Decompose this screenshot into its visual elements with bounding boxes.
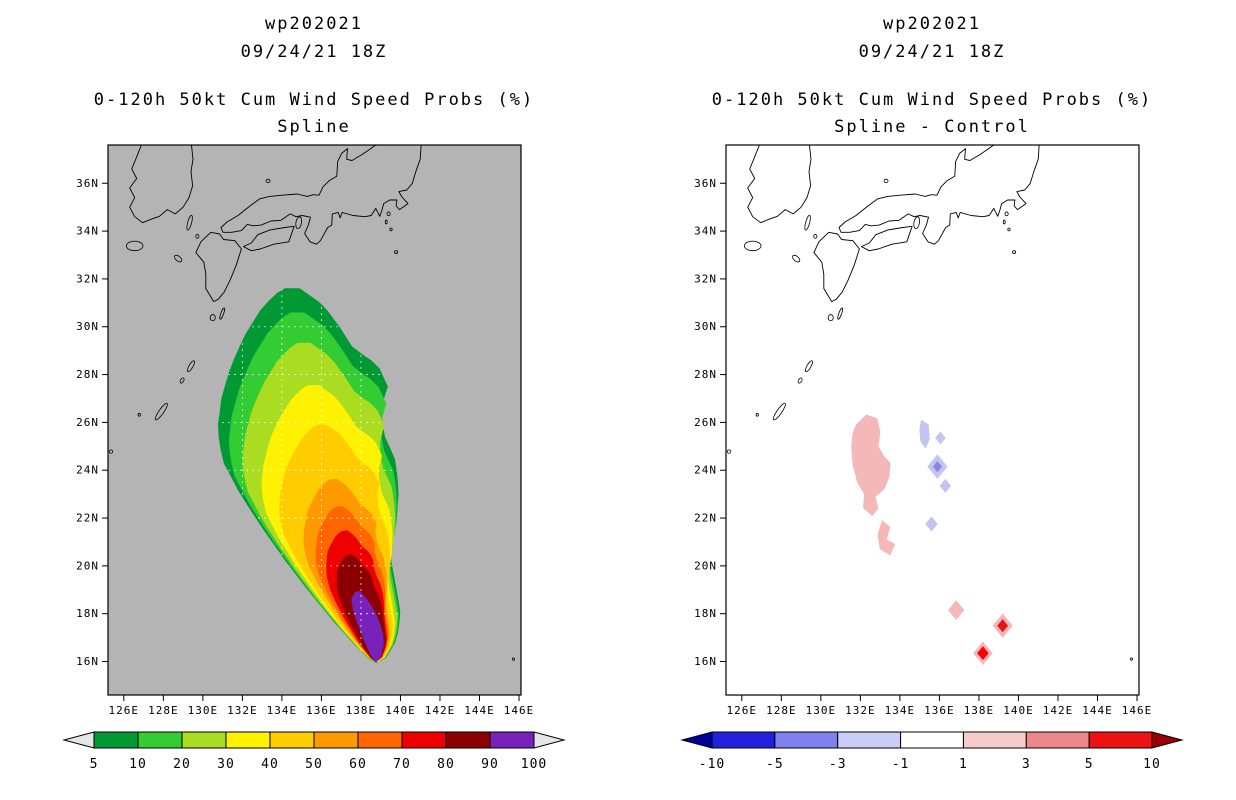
svg-text:20N: 20N	[694, 559, 717, 572]
svg-text:144E: 144E	[1082, 704, 1113, 717]
svg-text:70: 70	[393, 757, 411, 772]
svg-text:144E: 144E	[464, 704, 495, 717]
svg-text:28N: 28N	[76, 368, 99, 381]
svg-text:128E: 128E	[148, 704, 179, 717]
svg-text:-3: -3	[829, 757, 847, 772]
right-datetime: 09/24/21 18Z	[858, 42, 1006, 62]
svg-text:36N: 36N	[76, 177, 99, 190]
svg-text:10: 10	[129, 757, 147, 772]
svg-text:1: 1	[959, 757, 968, 772]
svg-text:22N: 22N	[76, 512, 99, 525]
svg-text:20N: 20N	[76, 559, 99, 572]
svg-text:40: 40	[261, 757, 279, 772]
svg-text:10: 10	[1143, 757, 1161, 772]
svg-text:20: 20	[173, 757, 191, 772]
svg-text:60: 60	[349, 757, 367, 772]
svg-text:30N: 30N	[694, 320, 717, 333]
svg-text:-1: -1	[892, 757, 910, 772]
svg-text:26N: 26N	[694, 416, 717, 429]
svg-text:30: 30	[217, 757, 235, 772]
svg-text:18N: 18N	[76, 607, 99, 620]
left-panel-spline: wp202021 09/24/21 18Z 0-120h 50kt Cum Wi…	[62, 14, 566, 772]
svg-text:5: 5	[90, 757, 99, 772]
svg-text:130E: 130E	[806, 704, 837, 717]
left-probability-map: 36N 34N 32N 30N 28N 26N 24N 22N 20N 18N 16N 126E 128…	[76, 144, 535, 717]
svg-text:16N: 16N	[76, 655, 99, 668]
right-title-sub: Spline - Control	[834, 117, 1030, 137]
left-datetime: 09/24/21 18Z	[240, 42, 388, 62]
left-title-sub: Spline	[277, 117, 351, 137]
left-title-main: 0-120h 50kt Cum Wind Speed Probs (%)	[93, 90, 535, 110]
svg-text:5: 5	[1085, 757, 1094, 772]
svg-text:134E: 134E	[885, 704, 916, 717]
svg-text:24N: 24N	[694, 464, 717, 477]
svg-text:134E: 134E	[267, 704, 298, 717]
left-storm-id: wp202021	[265, 14, 363, 34]
svg-text:136E: 136E	[924, 704, 955, 717]
svg-text:3: 3	[1022, 757, 1031, 772]
svg-text:140E: 140E	[1003, 704, 1034, 717]
svg-text:26N: 26N	[76, 416, 99, 429]
svg-text:100: 100	[521, 757, 547, 772]
svg-text:132E: 132E	[227, 704, 258, 717]
svg-text:138E: 138E	[964, 704, 995, 717]
svg-text:32N: 32N	[694, 272, 717, 285]
svg-text:142E: 142E	[1043, 704, 1074, 717]
svg-text:34N: 34N	[694, 225, 717, 238]
svg-text:146E: 146E	[504, 704, 535, 717]
svg-text:126E: 126E	[109, 704, 140, 717]
svg-text:138E: 138E	[346, 704, 377, 717]
svg-text:36N: 36N	[694, 177, 717, 190]
svg-text:90: 90	[481, 757, 499, 772]
svg-text:30N: 30N	[76, 320, 99, 333]
svg-text:22N: 22N	[694, 512, 717, 525]
right-colorbar: -10 -5 -3 -1 1 3 5 10	[680, 731, 1184, 772]
svg-text:126E: 126E	[727, 704, 758, 717]
svg-text:28N: 28N	[694, 368, 717, 381]
svg-text:140E: 140E	[385, 704, 416, 717]
svg-text:34N: 34N	[76, 225, 99, 238]
right-title-main: 0-120h 50kt Cum Wind Speed Probs (%)	[711, 90, 1153, 110]
right-storm-id: wp202021	[883, 14, 981, 34]
right-difference-map: 36N 34N 32N 30N 28N 26N 24N 22N 20N 18N 16N 126E 128…	[694, 144, 1153, 717]
right-panel-spline-minus-control: wp202021 09/24/21 18Z 0-120h 50kt Cum Wi…	[618, 0, 1236, 800]
svg-text:146E: 146E	[1122, 704, 1153, 717]
svg-text:136E: 136E	[306, 704, 337, 717]
left-colorbar: 5 10 20 30 40 50 60 70 80 90 100	[62, 731, 566, 772]
svg-text:-10: -10	[699, 757, 725, 772]
svg-text:-5: -5	[766, 757, 784, 772]
svg-text:32N: 32N	[76, 272, 99, 285]
svg-text:50: 50	[305, 757, 323, 772]
svg-text:80: 80	[437, 757, 455, 772]
svg-text:142E: 142E	[425, 704, 456, 717]
svg-text:18N: 18N	[694, 607, 717, 620]
svg-text:24N: 24N	[76, 464, 99, 477]
svg-text:132E: 132E	[845, 704, 876, 717]
svg-text:16N: 16N	[694, 655, 717, 668]
svg-text:130E: 130E	[188, 704, 219, 717]
svg-text:128E: 128E	[766, 704, 797, 717]
